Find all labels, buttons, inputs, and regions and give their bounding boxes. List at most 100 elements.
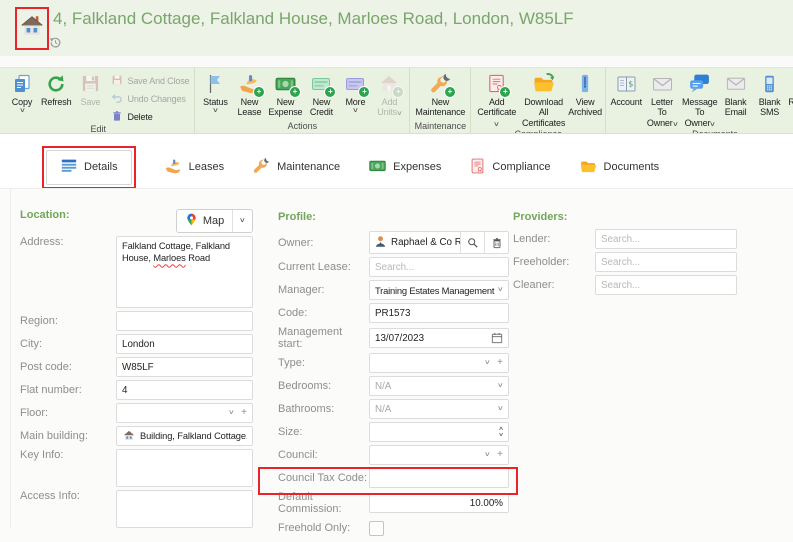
ribbon-toolbar: Copy ∨ Refresh [0, 68, 793, 134]
lender-input[interactable] [595, 229, 737, 249]
chevron-down-icon[interactable]: ∨ [228, 409, 236, 417]
code-input[interactable] [369, 303, 509, 323]
address-textarea[interactable]: Falkland Cottage, Falkland House, Marloe… [116, 236, 253, 308]
ribbon-group-label-documents: Documents [609, 129, 793, 133]
size-stepper[interactable]: ∧ ∨ [369, 422, 509, 442]
manager-select[interactable]: Training Estates Management ∨ [369, 280, 509, 300]
tab-documents[interactable]: Documents [579, 157, 659, 178]
map-pin-icon [185, 212, 198, 230]
current-lease-input[interactable] [369, 257, 509, 277]
cleaner-input[interactable] [595, 275, 737, 295]
postcode-input[interactable] [116, 357, 253, 377]
new-maintenance-button[interactable]: + New Maintenance [413, 70, 467, 119]
map-button-label: Map [202, 215, 225, 227]
certificate-icon [469, 157, 486, 178]
details-panel: Location: [0, 188, 793, 542]
download-all-certificates-button[interactable]: Download All Certificates [519, 70, 568, 129]
undo-changes-button[interactable]: Undo Changes [111, 92, 189, 106]
chevron-down-icon: ∨ [493, 120, 501, 128]
tab-leases[interactable]: Leases [164, 156, 224, 178]
panel-edge-divider [10, 189, 11, 528]
cleaner-label: Cleaner: [513, 279, 555, 291]
new-credit-button[interactable]: + New Credit [304, 70, 338, 119]
freeholder-input[interactable] [595, 252, 737, 272]
hand-lease-icon: + [238, 71, 265, 98]
chevron-down-icon: ∨ [352, 107, 359, 115]
bedrooms-select[interactable]: N/A ∨ [369, 376, 509, 396]
region-input[interactable] [116, 311, 253, 331]
default-commission-input[interactable] [369, 493, 509, 513]
copy-button[interactable]: Copy ∨ [5, 70, 39, 115]
save-and-close-button[interactable]: Save And Close [111, 74, 190, 88]
add-units-button[interactable]: + Add Units∨ [372, 70, 406, 119]
plus-badge-icon: + [324, 86, 337, 98]
tab-expenses[interactable]: Expenses [368, 156, 441, 178]
save-button[interactable]: Save [73, 70, 107, 108]
plus-badge-icon: + [443, 86, 456, 98]
account-button[interactable]: $ Account [609, 70, 643, 108]
ribbon-group-label-maintenance: Maintenance [414, 121, 467, 131]
status-button[interactable]: Status ∨ [198, 70, 232, 115]
key-info-textarea[interactable] [116, 449, 253, 487]
add-icon[interactable]: + [241, 407, 247, 418]
map-dropdown-toggle[interactable]: ∨ [232, 210, 252, 232]
add-icon[interactable]: + [497, 357, 503, 368]
mobile-phone-icon [760, 71, 779, 96]
freehold-only-checkbox[interactable] [369, 520, 384, 536]
owner-label: Owner: [278, 236, 314, 249]
blank-sms-button[interactable]: Blank SMS [753, 70, 787, 119]
owner-delete-button[interactable] [484, 232, 508, 253]
ribbon-group-label-compliance: Compliance [474, 129, 602, 133]
blank-email-button[interactable]: Blank Email [719, 70, 753, 119]
council-tax-code-input[interactable] [369, 468, 509, 488]
new-lease-button[interactable]: + New Lease [232, 70, 266, 119]
chevron-down-icon[interactable]: ∨ [484, 359, 492, 367]
owner-field[interactable]: Raphael & Co Rea [369, 231, 509, 254]
more-button[interactable]: + More ∨ [338, 70, 372, 115]
owner-search-button[interactable] [460, 232, 484, 253]
bedrooms-label: Bedrooms: [278, 380, 332, 392]
providers-section: Providers: Lender: Freeholder: Cleaner: [513, 209, 737, 298]
chevron-down-icon[interactable]: ∨ [497, 286, 504, 294]
code-label: Code: [278, 307, 308, 319]
refresh-button[interactable]: Refresh [39, 70, 73, 108]
flat-number-input[interactable] [116, 380, 253, 400]
view-archived-button[interactable]: View Archived [568, 70, 602, 119]
spinner-up-icon[interactable]: ∧ [498, 425, 504, 432]
delete-button[interactable]: Delete [111, 110, 189, 124]
type-combo[interactable]: ∨ + [369, 353, 509, 373]
zipper-icon [575, 71, 595, 96]
spinner-down-icon[interactable]: ∨ [498, 432, 504, 438]
map-button[interactable]: Map ∨ [175, 209, 253, 233]
calendar-icon[interactable] [491, 332, 503, 344]
chevron-down-icon[interactable]: ∨ [497, 382, 504, 390]
floor-combo[interactable]: ∨ + [116, 403, 253, 423]
message-to-owner-button[interactable]: Message To Owner∨ [681, 70, 719, 129]
tab-details[interactable]: Details [46, 149, 132, 185]
bathrooms-select[interactable]: N/A ∨ [369, 399, 509, 419]
management-start-datepicker[interactable] [369, 328, 509, 348]
chevron-down-icon[interactable]: ∨ [484, 451, 492, 459]
chevron-down-icon[interactable]: ∨ [497, 405, 504, 413]
envelope-icon [725, 71, 747, 96]
city-input[interactable] [116, 334, 253, 354]
main-building-field[interactable]: Building, Falkland Cottage, Fa [116, 426, 253, 446]
postcode-label: Post code: [20, 361, 72, 373]
plus-badge-icon: + [358, 86, 371, 98]
add-icon[interactable]: + [497, 449, 503, 460]
building-icon [122, 429, 136, 444]
council-combo[interactable]: ∨ + [369, 445, 509, 465]
default-commission-label: Default Commission: [278, 491, 342, 515]
access-info-textarea[interactable] [116, 490, 253, 528]
tab-compliance[interactable]: Compliance [469, 157, 551, 178]
wrench-icon [252, 156, 271, 178]
history-icon[interactable] [48, 35, 63, 50]
letter-to-owner-button[interactable]: Letter To Owner∨ [643, 70, 681, 129]
tab-maintenance[interactable]: Maintenance [252, 156, 340, 178]
wrench-moon-icon: + [429, 71, 456, 98]
reports-button[interactable]: Reports ∨ [787, 70, 793, 115]
location-heading: Location: [20, 209, 70, 221]
add-certificate-button[interactable]: + Add Certificate ∨ [474, 70, 519, 129]
new-expense-button[interactable]: + New Expense [266, 70, 304, 119]
